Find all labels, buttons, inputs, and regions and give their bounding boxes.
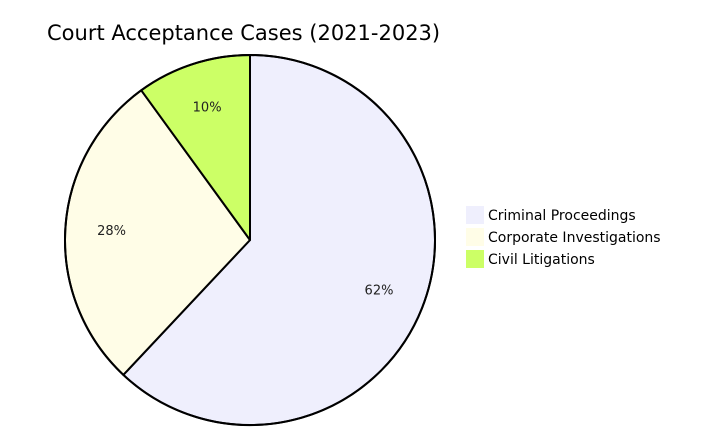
- legend-swatch: [466, 228, 484, 246]
- chart-title: Court Acceptance Cases (2021-2023): [47, 21, 440, 45]
- legend-swatch: [466, 206, 484, 224]
- pie-slice-label: 62%: [365, 284, 394, 299]
- legend-label: Civil Litigations: [488, 252, 595, 268]
- pie-slices: [64, 54, 436, 426]
- pie-outline: [64, 54, 436, 426]
- legend-swatch: [466, 250, 484, 268]
- legend-label: Corporate Investigations: [488, 230, 661, 246]
- pie-slice-labels: 62% 28% 10%: [97, 101, 393, 299]
- pie-slice-label: 28%: [97, 224, 126, 239]
- legend: Criminal Proceedings Corporate Investigat…: [466, 206, 661, 268]
- pie-slice-label: 10%: [193, 101, 222, 116]
- legend-label: Criminal Proceedings: [488, 208, 636, 224]
